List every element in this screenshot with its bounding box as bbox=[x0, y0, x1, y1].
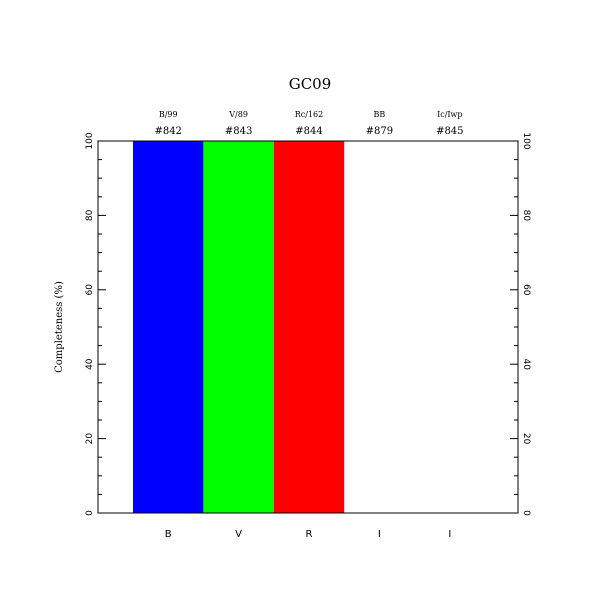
y-tick-label-left: 60 bbox=[85, 284, 95, 296]
bar-0 bbox=[133, 141, 204, 513]
y-tick-label-right: 100 bbox=[521, 132, 531, 149]
y-tick-label-left: 40 bbox=[85, 358, 95, 370]
filter-labels: B/99 #842 V/89 #843 Rc/162 #844 BB #879 Ic/Iwp #8… bbox=[154, 110, 463, 137]
y-tick-label-right: 80 bbox=[521, 210, 531, 222]
x-tick-label-4: I bbox=[448, 529, 451, 540]
axis-ticks bbox=[98, 140, 518, 514]
y-axis-label: Completeness (%) bbox=[54, 281, 65, 373]
filter-id-3: #879 bbox=[366, 126, 393, 137]
filter-name-4: Ic/Iwp bbox=[437, 110, 462, 119]
filter-id-0: #842 bbox=[154, 126, 181, 137]
filter-name-0: B/99 bbox=[159, 110, 178, 119]
x-tick-label-1: V bbox=[235, 529, 242, 540]
chart-title: GC09 bbox=[289, 75, 332, 93]
y-tick-label-left: 0 bbox=[85, 510, 95, 516]
y-tick-label-right: 0 bbox=[521, 510, 531, 516]
bars-group bbox=[133, 141, 345, 513]
y-tick-label-right: 60 bbox=[521, 284, 531, 296]
filter-name-3: BB bbox=[374, 110, 386, 119]
filter-name-2: Rc/162 bbox=[295, 110, 323, 119]
x-tick-label-3: I bbox=[378, 529, 381, 540]
x-tick-label-0: B bbox=[165, 529, 172, 540]
y-tick-label-left: 20 bbox=[85, 433, 95, 445]
filter-name-1: V/89 bbox=[228, 110, 248, 119]
y-tick-label-left: 80 bbox=[85, 209, 95, 221]
bar-2 bbox=[273, 141, 345, 513]
filter-id-1: #843 bbox=[225, 126, 252, 137]
y-tick-label-right: 20 bbox=[521, 433, 531, 445]
axis-labels: B V R I I 0 0 20 20 40 40 60 60 80 80 100 100 bbox=[85, 132, 531, 540]
y-tick-label-left: 100 bbox=[85, 132, 95, 149]
x-tick-label-2: R bbox=[306, 529, 313, 540]
filter-id-2: #844 bbox=[295, 126, 322, 137]
filter-id-4: #845 bbox=[436, 126, 463, 137]
bar-1 bbox=[203, 141, 274, 513]
y-tick-label-right: 40 bbox=[521, 358, 531, 370]
